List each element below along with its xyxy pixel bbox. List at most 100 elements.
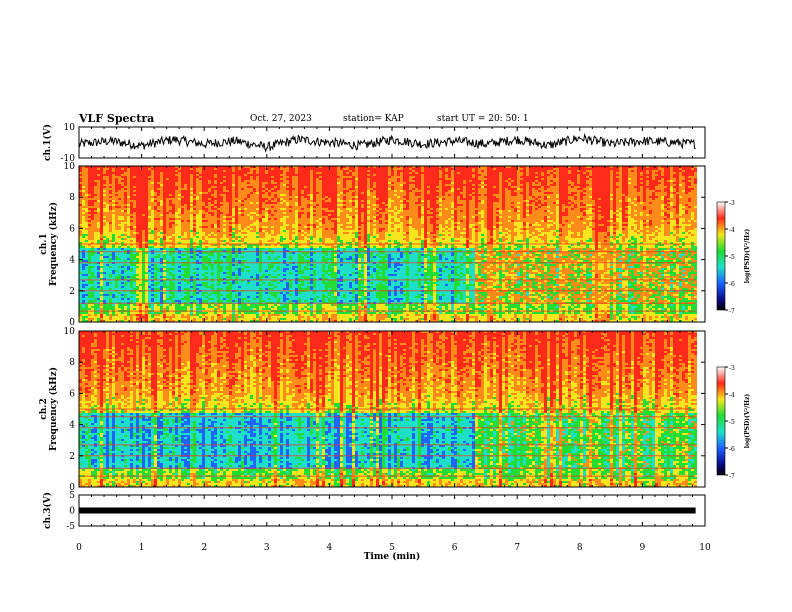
spec-cell bbox=[106, 276, 109, 278]
spec-cell bbox=[91, 286, 94, 288]
spec-cell bbox=[265, 190, 268, 192]
spec-cell bbox=[97, 246, 100, 248]
spec-cell bbox=[265, 204, 268, 206]
spec-cell bbox=[121, 194, 124, 196]
spec-cell bbox=[112, 208, 115, 210]
spec-cell bbox=[193, 248, 196, 250]
spec-cell bbox=[118, 172, 121, 174]
spec-cell bbox=[187, 176, 190, 178]
spec-cell bbox=[160, 176, 163, 178]
spec-cell bbox=[145, 226, 148, 228]
spec-cell bbox=[106, 314, 109, 316]
spec-cell bbox=[202, 210, 205, 212]
spec-cell bbox=[145, 232, 148, 234]
spec-cell bbox=[82, 212, 85, 214]
spec-cell bbox=[178, 316, 181, 318]
spec-cell bbox=[106, 192, 109, 194]
spec-cell bbox=[232, 168, 235, 170]
spec-cell bbox=[205, 196, 208, 198]
spec-cell bbox=[109, 256, 112, 258]
spec-cell bbox=[118, 292, 121, 294]
spec-cell bbox=[91, 234, 94, 236]
spec-cell bbox=[181, 250, 184, 252]
spec-cell bbox=[157, 178, 160, 180]
spec-cell bbox=[220, 264, 223, 266]
spec-cell bbox=[133, 296, 136, 298]
spec-cell bbox=[82, 308, 85, 310]
spec-cell bbox=[232, 304, 235, 306]
spec-cell bbox=[145, 216, 148, 218]
spec-cell bbox=[88, 260, 91, 262]
spec-cell bbox=[244, 210, 247, 212]
spec-cell bbox=[172, 214, 175, 216]
spec-cell bbox=[256, 166, 259, 168]
spec-cell bbox=[223, 294, 226, 296]
spec-cell bbox=[112, 184, 115, 186]
spec-cell bbox=[190, 220, 193, 222]
spec-cell bbox=[118, 200, 121, 202]
spec-cell bbox=[253, 188, 256, 190]
spec-cell bbox=[136, 214, 139, 216]
spec-cell bbox=[181, 202, 184, 204]
spec-cell bbox=[247, 198, 250, 200]
spec-cell bbox=[259, 168, 262, 170]
spec-cell bbox=[196, 212, 199, 214]
spec-cell bbox=[112, 294, 115, 296]
spec-cell bbox=[97, 196, 100, 198]
spec-cell bbox=[151, 318, 154, 320]
spec-cell bbox=[133, 246, 136, 248]
spec-cell bbox=[166, 186, 169, 188]
spec-cell bbox=[247, 254, 250, 256]
spec-cell bbox=[247, 284, 250, 286]
spec-cell bbox=[94, 264, 97, 266]
spec-cell bbox=[154, 300, 157, 302]
spec-cell bbox=[157, 276, 160, 278]
spec-cell bbox=[100, 274, 103, 276]
spec-cell bbox=[133, 306, 136, 308]
spec-cell bbox=[259, 208, 262, 210]
spec-cell bbox=[97, 266, 100, 268]
spec-cell bbox=[121, 272, 124, 274]
spec-cell bbox=[169, 300, 172, 302]
spec-cell bbox=[172, 276, 175, 278]
spec-cell bbox=[124, 230, 127, 232]
spec-cell bbox=[181, 192, 184, 194]
spec-cell bbox=[163, 312, 166, 314]
spec-cell bbox=[235, 266, 238, 268]
spec-cell bbox=[178, 232, 181, 234]
spec-cell bbox=[214, 170, 217, 172]
spec-cell bbox=[172, 208, 175, 210]
spec-cell bbox=[151, 258, 154, 260]
spec-cell bbox=[229, 180, 232, 182]
spec-cell bbox=[187, 202, 190, 204]
spec-cell bbox=[82, 280, 85, 282]
spec-cell bbox=[97, 218, 100, 220]
spec-cell bbox=[109, 182, 112, 184]
spec-cell bbox=[178, 278, 181, 280]
spec-cell bbox=[211, 248, 214, 250]
spec-cell bbox=[241, 192, 244, 194]
spec-cell bbox=[250, 220, 253, 222]
spec-cell bbox=[241, 218, 244, 220]
spec-cell bbox=[250, 222, 253, 224]
spec-cell bbox=[244, 234, 247, 236]
spec-cell bbox=[112, 204, 115, 206]
spec-cell bbox=[253, 224, 256, 226]
spec-cell bbox=[223, 306, 226, 308]
spec-cell bbox=[241, 248, 244, 250]
spec-cell bbox=[139, 274, 142, 276]
spec-cell bbox=[193, 244, 196, 246]
spec-cell bbox=[136, 312, 139, 314]
spec-cell bbox=[163, 170, 166, 172]
spec-cell bbox=[157, 306, 160, 308]
spec-cell bbox=[241, 316, 244, 318]
spec-cell bbox=[118, 168, 121, 170]
spec-cell bbox=[154, 272, 157, 274]
spec-cell bbox=[130, 252, 133, 254]
spec-cell bbox=[85, 306, 88, 308]
spec-cell bbox=[97, 182, 100, 184]
spec-cell bbox=[202, 226, 205, 228]
spec-cell bbox=[184, 318, 187, 320]
spec-cell bbox=[115, 176, 118, 178]
spec-cell bbox=[220, 186, 223, 188]
